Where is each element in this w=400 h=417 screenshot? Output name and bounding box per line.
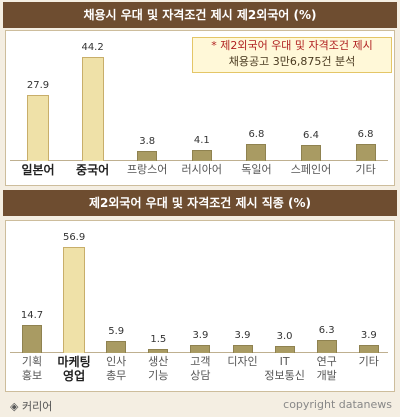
bar (246, 144, 267, 161)
value-label: 6.8 (248, 129, 265, 141)
bar (190, 344, 211, 353)
category-label: 고객 상담 (190, 355, 211, 382)
bar (27, 94, 49, 161)
note-line: 채용공고 3만6,875건 분석 (228, 55, 356, 68)
bar (355, 144, 376, 161)
bar (358, 344, 379, 353)
value-label: 3.9 (234, 329, 251, 341)
value-label: 44.2 (81, 42, 104, 53)
value-label: 5.9 (108, 326, 125, 338)
category-label: 독일어 (241, 163, 272, 176)
value-label: 4.1 (193, 135, 210, 147)
category-label: 연구 개발 (316, 355, 337, 382)
category-label: IT 정보통신 (264, 355, 305, 382)
value-label: 3.9 (360, 329, 377, 341)
chart-header: 제2외국어 우대 및 자격조건 제시 직종 (%) (3, 190, 397, 216)
category-label: 기타 (355, 163, 376, 176)
bar (232, 344, 253, 353)
category-label: 프랑스어 (126, 163, 168, 176)
bar (301, 145, 321, 161)
bar (191, 150, 212, 161)
category-label: 러시아어 (181, 163, 223, 176)
category-label: 스페인어 (290, 163, 332, 176)
note-box: * 제2외국어 우대 및 자격조건 제시 채용공고 3만6,875건 분석 (192, 37, 392, 73)
chart-header: 채용시 우대 및 자격조건 제시 제2외국어 (%) (3, 2, 397, 28)
bar (63, 247, 86, 353)
value-label: 3.8 (139, 136, 156, 148)
value-label: 6.3 (318, 325, 335, 337)
bar (148, 349, 169, 353)
category-label: 생산 기능 (148, 355, 169, 382)
category-label: 디자인 (227, 355, 258, 368)
category-label: 인사 총무 (106, 355, 127, 382)
category-label: 일본어 (21, 163, 55, 177)
value-label: 3.0 (276, 331, 293, 343)
value-label: 3.9 (192, 329, 209, 341)
bar (81, 57, 104, 161)
value-label: 6.4 (303, 130, 319, 142)
bar (106, 341, 127, 353)
category-label: 마케팅 영업 (57, 355, 91, 383)
bar (316, 340, 337, 353)
value-label: 6.8 (357, 129, 374, 141)
source: ◈ 커리어 (10, 400, 53, 413)
note-line: * 제2외국어 우대 및 자격조건 제시 (211, 39, 373, 52)
value-label: 56.9 (62, 232, 86, 243)
bar (274, 346, 295, 353)
category-label: 기타 (358, 355, 379, 368)
value-label: 27.9 (26, 79, 50, 91)
bar (22, 324, 42, 353)
category-label: 중국어 (76, 163, 110, 177)
bar (137, 151, 158, 161)
value-label: 14.7 (20, 309, 44, 321)
category-label: 기획 홍보 (21, 355, 43, 382)
copyright: copyright datanews (283, 398, 392, 411)
value-label: 1.5 (150, 334, 167, 346)
